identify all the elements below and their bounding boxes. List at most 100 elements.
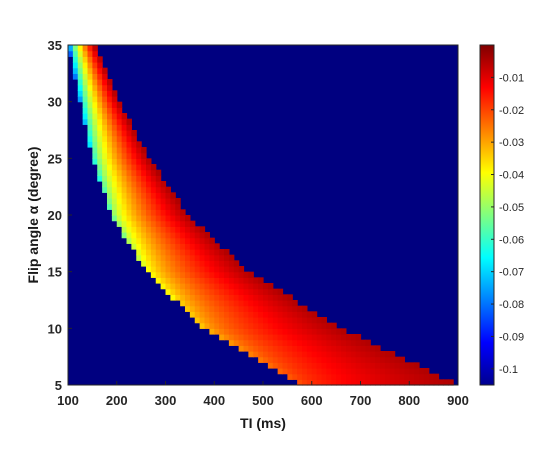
heatmap-cell	[267, 322, 274, 329]
heatmap-cell	[72, 56, 79, 63]
heatmap-cell	[321, 345, 327, 352]
heatmap-cell	[92, 158, 98, 165]
heatmap-cell	[146, 209, 152, 216]
heatmap-cell	[97, 130, 103, 137]
heatmap-cell	[292, 305, 298, 312]
heatmap-cell	[199, 243, 206, 250]
heatmap-cell	[302, 356, 308, 363]
heatmap-cell	[185, 220, 191, 227]
heatmap-cell	[380, 362, 386, 369]
heatmap-cell	[175, 283, 181, 290]
heatmap-cell	[111, 169, 118, 176]
heatmap-cell	[150, 215, 157, 222]
heatmap-cell	[107, 118, 113, 125]
heatmap-cell	[160, 192, 167, 199]
heatmap-cell	[165, 203, 171, 210]
heatmap-cell	[111, 107, 118, 114]
heatmap-cell	[165, 237, 171, 244]
heatmap-cell	[243, 277, 249, 284]
heatmap-cell	[116, 107, 123, 114]
heatmap-cell	[384, 356, 391, 363]
heatmap-cell	[165, 198, 171, 205]
colorbar-tick-label: -0.08	[499, 299, 524, 311]
heatmap-cell	[141, 232, 147, 239]
heatmap-cell	[204, 254, 210, 261]
heatmap-cell	[399, 362, 405, 369]
heatmap-cell	[267, 345, 274, 352]
heatmap-cell	[370, 379, 376, 386]
heatmap-cell	[258, 317, 264, 324]
colorbar-gradient	[480, 45, 494, 385]
heatmap-cell	[102, 124, 108, 131]
heatmap-cell	[141, 254, 147, 261]
heatmap-cell	[306, 373, 313, 380]
heatmap-cell	[311, 356, 318, 363]
heatmap-cell	[219, 266, 225, 273]
heatmap-cell	[224, 322, 230, 329]
heatmap-cell	[219, 288, 225, 295]
heatmap-cell	[350, 379, 357, 386]
heatmap-cell	[219, 271, 225, 278]
heatmap-cell	[263, 311, 269, 318]
heatmap-cell	[121, 198, 128, 205]
heatmap-cell	[155, 243, 162, 250]
heatmap-cell	[87, 118, 93, 125]
heatmap-cell	[321, 379, 327, 386]
heatmap-cell	[146, 243, 152, 250]
heatmap-cell	[97, 118, 103, 125]
heatmap-cell	[77, 79, 84, 86]
heatmap-cell	[111, 209, 118, 216]
heatmap-cell	[389, 368, 396, 375]
heatmap-cell	[111, 113, 118, 120]
heatmap-cell	[92, 130, 98, 137]
heatmap-cell	[170, 215, 176, 222]
heatmap-cell	[185, 254, 191, 261]
heatmap-cell	[394, 368, 401, 375]
heatmap-cell	[77, 96, 84, 103]
heatmap-cell	[306, 356, 313, 363]
heatmap-cell	[102, 164, 108, 171]
heatmap-cell	[150, 237, 157, 244]
heatmap-cell	[243, 339, 249, 346]
heatmap-cell	[97, 96, 103, 103]
heatmap-cell	[199, 317, 206, 324]
heatmap-cell	[77, 50, 84, 57]
heatmap-cell	[141, 158, 147, 165]
heatmap-cell	[175, 260, 181, 267]
heatmap-cell	[214, 260, 220, 267]
heatmap-cell	[165, 271, 171, 278]
heatmap-cell	[311, 351, 318, 358]
heatmap-cell	[375, 356, 381, 363]
heatmap-cell	[209, 243, 215, 250]
heatmap-cell	[175, 254, 181, 261]
heatmap-cell	[185, 237, 191, 244]
heatmap-cell	[404, 373, 410, 380]
heatmap-cell	[355, 334, 362, 341]
heatmap-cell	[121, 152, 128, 159]
heatmap-cell	[146, 232, 152, 239]
heatmap-cell	[292, 311, 298, 318]
heatmap-cell	[423, 368, 430, 375]
heatmap-cell	[277, 300, 284, 307]
heatmap-cell	[97, 79, 103, 86]
heatmap-cell	[341, 379, 347, 386]
heatmap-cell	[219, 254, 225, 261]
heatmap-cell	[277, 294, 284, 301]
heatmap-cell	[189, 260, 196, 267]
heatmap-cell	[204, 237, 210, 244]
heatmap-cell	[311, 368, 318, 375]
heatmap-cell	[102, 175, 108, 182]
heatmap-cell	[233, 277, 240, 284]
heatmap-cell	[414, 379, 420, 386]
heatmap-cell	[263, 294, 269, 301]
heatmap-cell	[131, 220, 137, 227]
heatmap-cell	[97, 62, 103, 69]
heatmap-cell	[384, 368, 391, 375]
heatmap-cell	[243, 334, 249, 341]
heatmap-cell	[175, 226, 181, 233]
heatmap-cell	[282, 322, 288, 329]
y-tick-label: 15	[48, 265, 62, 280]
heatmap-cell	[321, 317, 327, 324]
heatmap-cell	[282, 362, 288, 369]
heatmap-cell	[248, 317, 254, 324]
